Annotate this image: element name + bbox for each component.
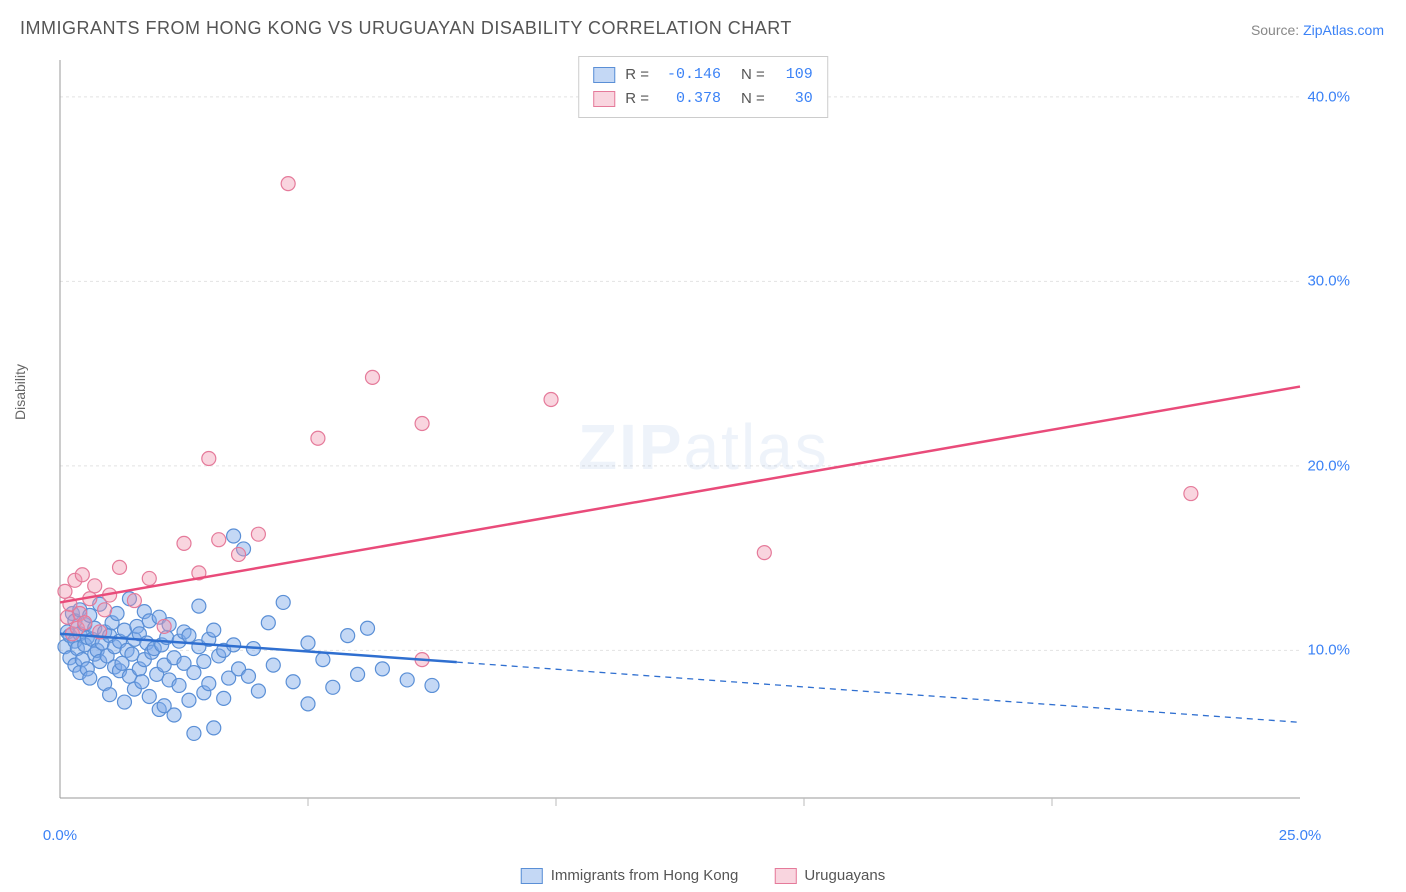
legend-swatch bbox=[774, 868, 796, 884]
n-value: 109 bbox=[775, 63, 813, 87]
series-legend: Immigrants from Hong Kong Uruguayans bbox=[521, 867, 885, 884]
legend-series-item: Uruguayans bbox=[774, 867, 885, 884]
r-value: -0.146 bbox=[659, 63, 721, 87]
y-tick-label: 10.0% bbox=[1307, 642, 1350, 659]
n-label: N = bbox=[741, 87, 765, 111]
y-tick-label: 30.0% bbox=[1307, 273, 1350, 290]
correlation-legend: R = -0.146 N = 109 R = 0.378 N = 30 bbox=[578, 56, 828, 118]
legend-series-label: Uruguayans bbox=[804, 867, 885, 884]
chart-title: IMMIGRANTS FROM HONG KONG VS URUGUAYAN D… bbox=[20, 18, 792, 39]
r-label: R = bbox=[625, 87, 649, 111]
chart-plot: 10.0%20.0%30.0%40.0% 0.0%25.0% ZIPatlas bbox=[48, 50, 1358, 820]
r-label: R = bbox=[625, 63, 649, 87]
legend-series-label: Immigrants from Hong Kong bbox=[551, 867, 739, 884]
source-link[interactable]: ZipAtlas.com bbox=[1303, 22, 1384, 38]
n-label: N = bbox=[741, 63, 765, 87]
y-axis-label: Disability bbox=[12, 364, 28, 420]
legend-stat-row: R = -0.146 N = 109 bbox=[593, 63, 813, 87]
source-prefix: Source: bbox=[1251, 22, 1303, 38]
legend-swatch bbox=[593, 91, 615, 107]
y-tick-label: 40.0% bbox=[1307, 88, 1350, 105]
x-tick-label: 25.0% bbox=[1279, 827, 1322, 844]
y-tick-label: 20.0% bbox=[1307, 457, 1350, 474]
legend-stat-row: R = 0.378 N = 30 bbox=[593, 87, 813, 111]
source-attribution: Source: ZipAtlas.com bbox=[1251, 22, 1384, 38]
r-value: 0.378 bbox=[659, 87, 721, 111]
legend-swatch bbox=[521, 868, 543, 884]
legend-series-item: Immigrants from Hong Kong bbox=[521, 867, 739, 884]
legend-swatch bbox=[593, 67, 615, 83]
n-value: 30 bbox=[775, 87, 813, 111]
scatter-svg bbox=[48, 50, 1358, 820]
x-tick-label: 0.0% bbox=[43, 827, 77, 844]
